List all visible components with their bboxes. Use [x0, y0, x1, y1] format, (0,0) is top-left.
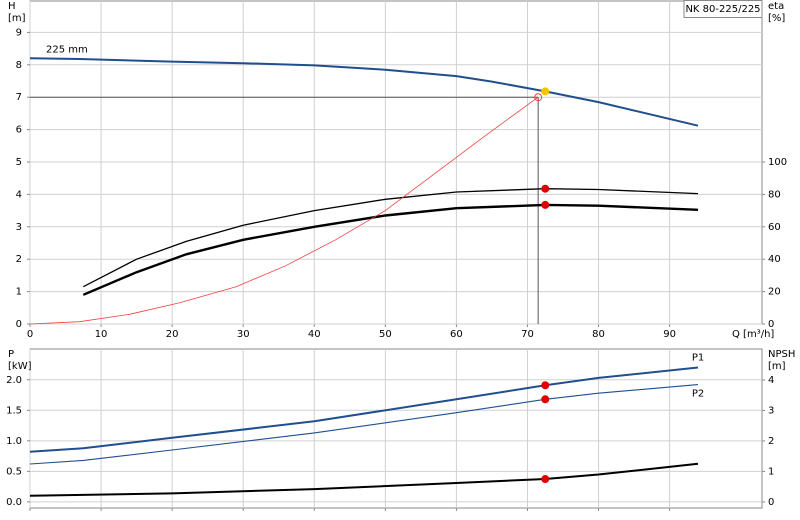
y2-tick-label: 60 [768, 222, 781, 233]
x-tick-label: 20 [166, 329, 179, 340]
y-tick-label: 1 [16, 287, 22, 298]
y-tick-label: 5 [16, 157, 22, 168]
x-tick-label: 80 [592, 329, 605, 340]
y-tick-label: 2.0 [6, 375, 22, 386]
y-tick-label: 7 [16, 92, 22, 103]
y-tick-label: 0 [16, 319, 22, 330]
y2-tick-label: 0 [768, 319, 774, 330]
y2-tick-label: 3 [768, 405, 774, 416]
curve [29, 96, 539, 325]
marker [541, 475, 550, 484]
y2-axis-title: [m] [768, 361, 786, 372]
chart-panel: 0.0 0.5 1.0 1.5 2.0 0 1 2 3 4 P[kW] NPSH[m] P1 P2 [6, 348, 795, 511]
y-tick-label: 0.5 [6, 466, 22, 477]
x-tick-label: 10 [95, 329, 108, 340]
marker [541, 87, 550, 96]
y-tick-label: 2 [16, 254, 22, 265]
curve [29, 57, 699, 127]
plot-area [29, 348, 763, 509]
y2-axis-title: [%] [768, 13, 785, 24]
y-tick-label: 8 [16, 60, 22, 71]
y2-tick-label: 100 [768, 157, 787, 168]
marker [541, 184, 550, 193]
marker [541, 200, 550, 209]
x-tick-label: 90 [663, 329, 676, 340]
chart-panel: 0 10 20 30 40 50 60 70 80 90012345678902040608010… [8, 0, 787, 340]
title-box [683, 0, 763, 18]
y2-tick-label: 20 [768, 287, 781, 298]
y-tick-label: 4 [16, 189, 22, 200]
series-label: P2 [692, 389, 704, 400]
y-axis-title: P [8, 349, 14, 360]
y-tick-label: 3 [16, 222, 22, 233]
x-tick-label: 30 [237, 329, 250, 340]
curve [29, 462, 699, 497]
marker [534, 93, 543, 102]
x-tick-label: 50 [379, 329, 392, 340]
series-label: 225 mm [46, 44, 88, 55]
curve [82, 203, 699, 296]
y2-axis-title: NPSH [768, 349, 795, 360]
chart-title: NK 80-225/225 [685, 4, 760, 15]
y2-axis-title: eta [768, 1, 784, 12]
y-tick-label: 0.0 [6, 497, 22, 508]
y-tick-label: 1.0 [6, 436, 22, 447]
y2-tick-label: 4 [768, 375, 774, 386]
y-tick-label: 1.5 [6, 405, 22, 416]
y-tick-label: 6 [16, 125, 22, 136]
y2-tick-label: 0 [768, 497, 774, 508]
x-tick-label: 70 [521, 329, 534, 340]
series-label: P1 [692, 353, 704, 364]
curve [29, 384, 699, 465]
y-axis-title: [kW] [8, 361, 32, 372]
y-axis-title: [m] [8, 13, 26, 24]
y2-tick-label: 80 [768, 189, 781, 200]
x-tick-label: 40 [308, 329, 321, 340]
y2-tick-label: 1 [768, 466, 774, 477]
x-tick-label: 60 [450, 329, 463, 340]
y2-tick-label: 2 [768, 436, 774, 447]
curve [83, 188, 699, 288]
marker [541, 381, 550, 390]
y-tick-label: 9 [16, 27, 22, 38]
marker [541, 395, 550, 404]
x-axis-title: Q [m³/h] [732, 329, 774, 340]
y-axis-title: H [8, 1, 16, 12]
y2-tick-label: 40 [768, 254, 781, 265]
x-tick-label: 0 [27, 329, 33, 340]
curve [29, 366, 699, 453]
